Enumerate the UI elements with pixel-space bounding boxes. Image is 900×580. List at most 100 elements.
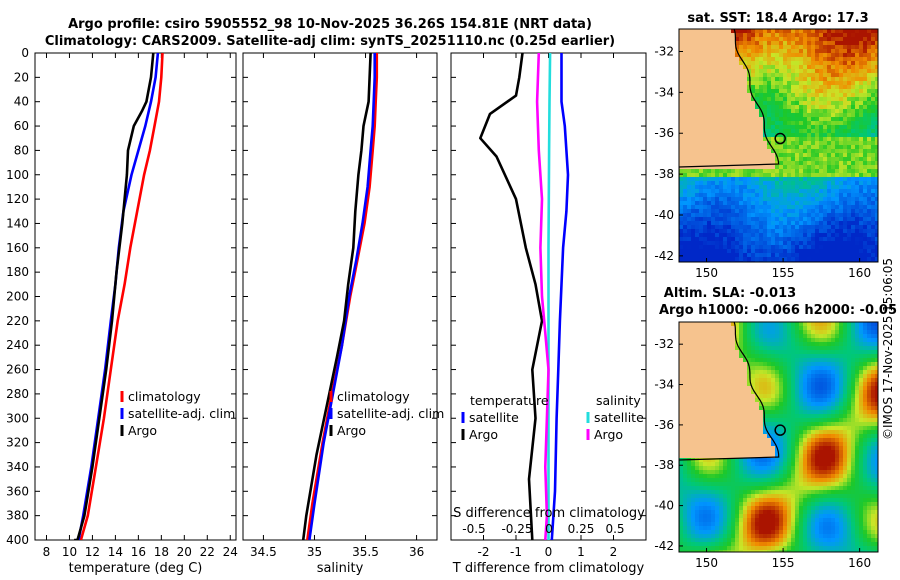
map-cell — [747, 213, 751, 217]
map-cell — [819, 141, 823, 145]
map-cell — [811, 213, 815, 217]
map-cell — [855, 89, 859, 93]
map-cell — [787, 89, 791, 93]
map-cell — [775, 438, 779, 442]
map-cell — [847, 458, 851, 462]
map-cell — [827, 342, 831, 346]
map-cell — [779, 406, 783, 410]
s-tick-label: -0.25 — [501, 522, 532, 536]
map-cell — [743, 213, 747, 217]
map-cell — [819, 145, 823, 149]
map-cell — [767, 133, 771, 137]
map-cell — [763, 229, 767, 233]
map-cell — [687, 181, 691, 185]
map-cell — [831, 237, 835, 241]
map-cell — [859, 478, 863, 482]
map-cell — [827, 77, 831, 81]
map-cell — [715, 233, 719, 237]
map-cell — [707, 490, 711, 494]
map-cell — [855, 73, 859, 77]
map-cell — [823, 438, 827, 442]
map-row — [763, 133, 878, 137]
map-cell — [819, 366, 823, 370]
map-row — [679, 470, 878, 474]
map-cell — [823, 205, 827, 209]
map-cell — [859, 237, 863, 241]
map-cell — [827, 462, 831, 466]
map-cell — [679, 538, 683, 542]
map-cell — [775, 538, 779, 542]
map-cell — [803, 482, 807, 486]
map-cell — [787, 490, 791, 494]
map-cell — [691, 470, 695, 474]
map-cell — [799, 354, 803, 358]
map-cell — [783, 245, 787, 249]
map-cell — [775, 145, 779, 149]
map-cell — [863, 390, 867, 394]
map-cell — [723, 181, 727, 185]
map-cell — [827, 109, 831, 113]
map-cell — [775, 177, 779, 181]
map-cell — [747, 518, 751, 522]
map-cell — [851, 502, 855, 506]
map-cell — [823, 165, 827, 169]
map-cell — [843, 450, 847, 454]
map-cell — [779, 510, 783, 514]
map-cell — [827, 410, 831, 414]
map-cell — [751, 189, 755, 193]
map-cell — [743, 57, 747, 61]
map-cell — [835, 386, 839, 390]
map-row — [739, 61, 878, 65]
map-cell — [867, 338, 871, 342]
map-cell — [683, 225, 687, 229]
map-cell — [847, 113, 851, 117]
map-cell — [819, 157, 823, 161]
map-cell — [875, 57, 878, 61]
map-cell — [811, 534, 815, 538]
map-cell — [807, 398, 811, 402]
map-cell — [819, 414, 823, 418]
map-cell — [843, 502, 847, 506]
map-cell — [867, 81, 871, 85]
map-cell — [803, 101, 807, 105]
map-cell — [851, 494, 855, 498]
map-cell — [867, 69, 871, 73]
map-cell — [795, 534, 799, 538]
map-cell — [819, 326, 823, 330]
map-cell — [863, 209, 867, 213]
map-cell — [767, 49, 771, 53]
map-cell — [775, 550, 779, 552]
map-cell — [807, 61, 811, 65]
map-cell — [783, 61, 787, 65]
coastline — [679, 322, 780, 550]
map-cell — [751, 213, 755, 217]
map-cell — [679, 506, 683, 510]
map-cell — [763, 233, 767, 237]
map-cell — [731, 257, 735, 261]
map-cell — [811, 125, 815, 129]
map-cell — [771, 45, 775, 49]
map-row — [679, 241, 878, 245]
map-cell — [811, 354, 815, 358]
map-cell — [775, 342, 779, 346]
map-cell — [815, 358, 819, 362]
map-cell — [823, 490, 827, 494]
map-cell — [867, 450, 871, 454]
map-cell — [855, 141, 859, 145]
map-cell — [871, 530, 875, 534]
map-cell — [791, 217, 795, 221]
map-cell — [819, 402, 823, 406]
map-cell — [783, 177, 787, 181]
map-cell — [815, 530, 819, 534]
map-cell — [755, 546, 759, 550]
map-cell — [759, 45, 763, 49]
map-cell — [807, 29, 811, 33]
map-cell — [843, 165, 847, 169]
map-cell — [835, 193, 839, 197]
map-cell — [743, 538, 747, 542]
map-cell — [751, 534, 755, 538]
map-cell — [875, 366, 878, 370]
map-cell — [799, 422, 803, 426]
map-cell — [735, 237, 739, 241]
map-cell — [835, 201, 839, 205]
